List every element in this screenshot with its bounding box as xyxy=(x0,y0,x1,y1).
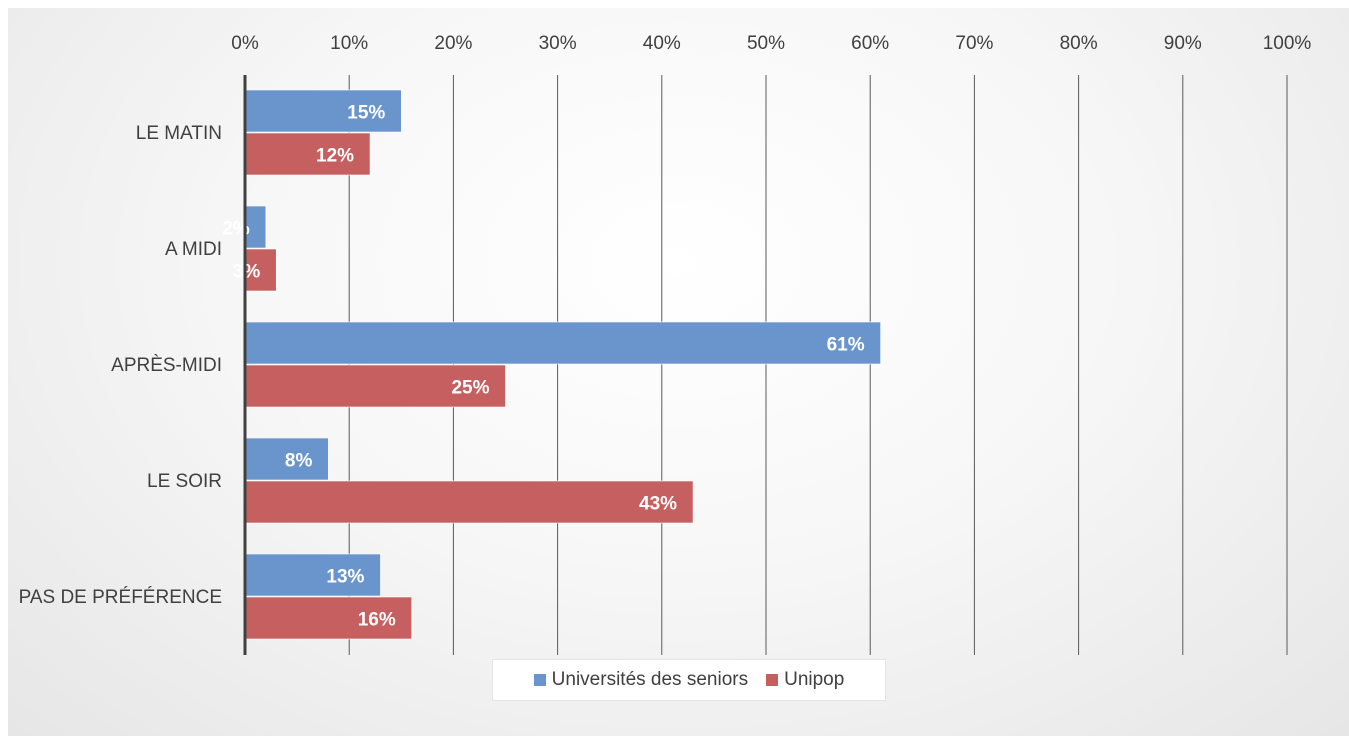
data-label: 61% xyxy=(827,335,865,356)
x-tick-label: 20% xyxy=(434,33,472,54)
x-tick-label: 60% xyxy=(851,33,889,54)
category-label: LE SOIR xyxy=(147,471,222,492)
data-label: 43% xyxy=(639,494,677,515)
bar xyxy=(244,480,694,524)
bar xyxy=(244,553,381,597)
bar xyxy=(244,364,506,408)
data-label: 2% xyxy=(222,219,250,240)
data-label: 25% xyxy=(451,378,489,399)
bar xyxy=(244,89,402,133)
x-tick-label: 40% xyxy=(643,33,681,54)
data-label: 3% xyxy=(233,262,261,283)
x-tick-label: 0% xyxy=(231,33,259,54)
x-tick-label: 50% xyxy=(747,33,785,54)
legend-item-series-1: Universités des seniors xyxy=(533,669,749,691)
data-label: 8% xyxy=(285,451,313,472)
category-label: APRÈS-MIDI xyxy=(111,355,222,376)
category-label: LE MATIN xyxy=(136,123,222,144)
data-label: 15% xyxy=(347,103,385,124)
chart-area xyxy=(8,8,1349,736)
legend-swatch-series-1 xyxy=(533,674,546,686)
x-tick-label: 30% xyxy=(539,33,577,54)
x-tick-label: 90% xyxy=(1164,33,1202,54)
legend-label-series-2: Unipop xyxy=(784,669,845,690)
bar xyxy=(244,437,329,481)
data-label: 16% xyxy=(358,610,396,631)
bar xyxy=(244,248,277,292)
category-label: PAS DE PRÉFÉRENCE xyxy=(19,587,222,608)
x-tick-label: 10% xyxy=(330,33,368,54)
x-tick-label: 70% xyxy=(955,33,993,54)
legend-item-series-2: Unipop xyxy=(766,669,844,691)
x-tick-label: 80% xyxy=(1060,33,1098,54)
x-tick-label: 100% xyxy=(1263,33,1312,54)
bar xyxy=(244,321,881,365)
legend: Universités des seniors Unipop xyxy=(492,659,886,701)
legend-label-series-1: Universités des seniors xyxy=(551,669,749,690)
data-label: 13% xyxy=(326,567,364,588)
bar xyxy=(244,132,371,176)
category-label: A MIDI xyxy=(165,239,222,260)
legend-swatch-series-2 xyxy=(766,674,779,686)
data-label: 12% xyxy=(316,146,354,167)
